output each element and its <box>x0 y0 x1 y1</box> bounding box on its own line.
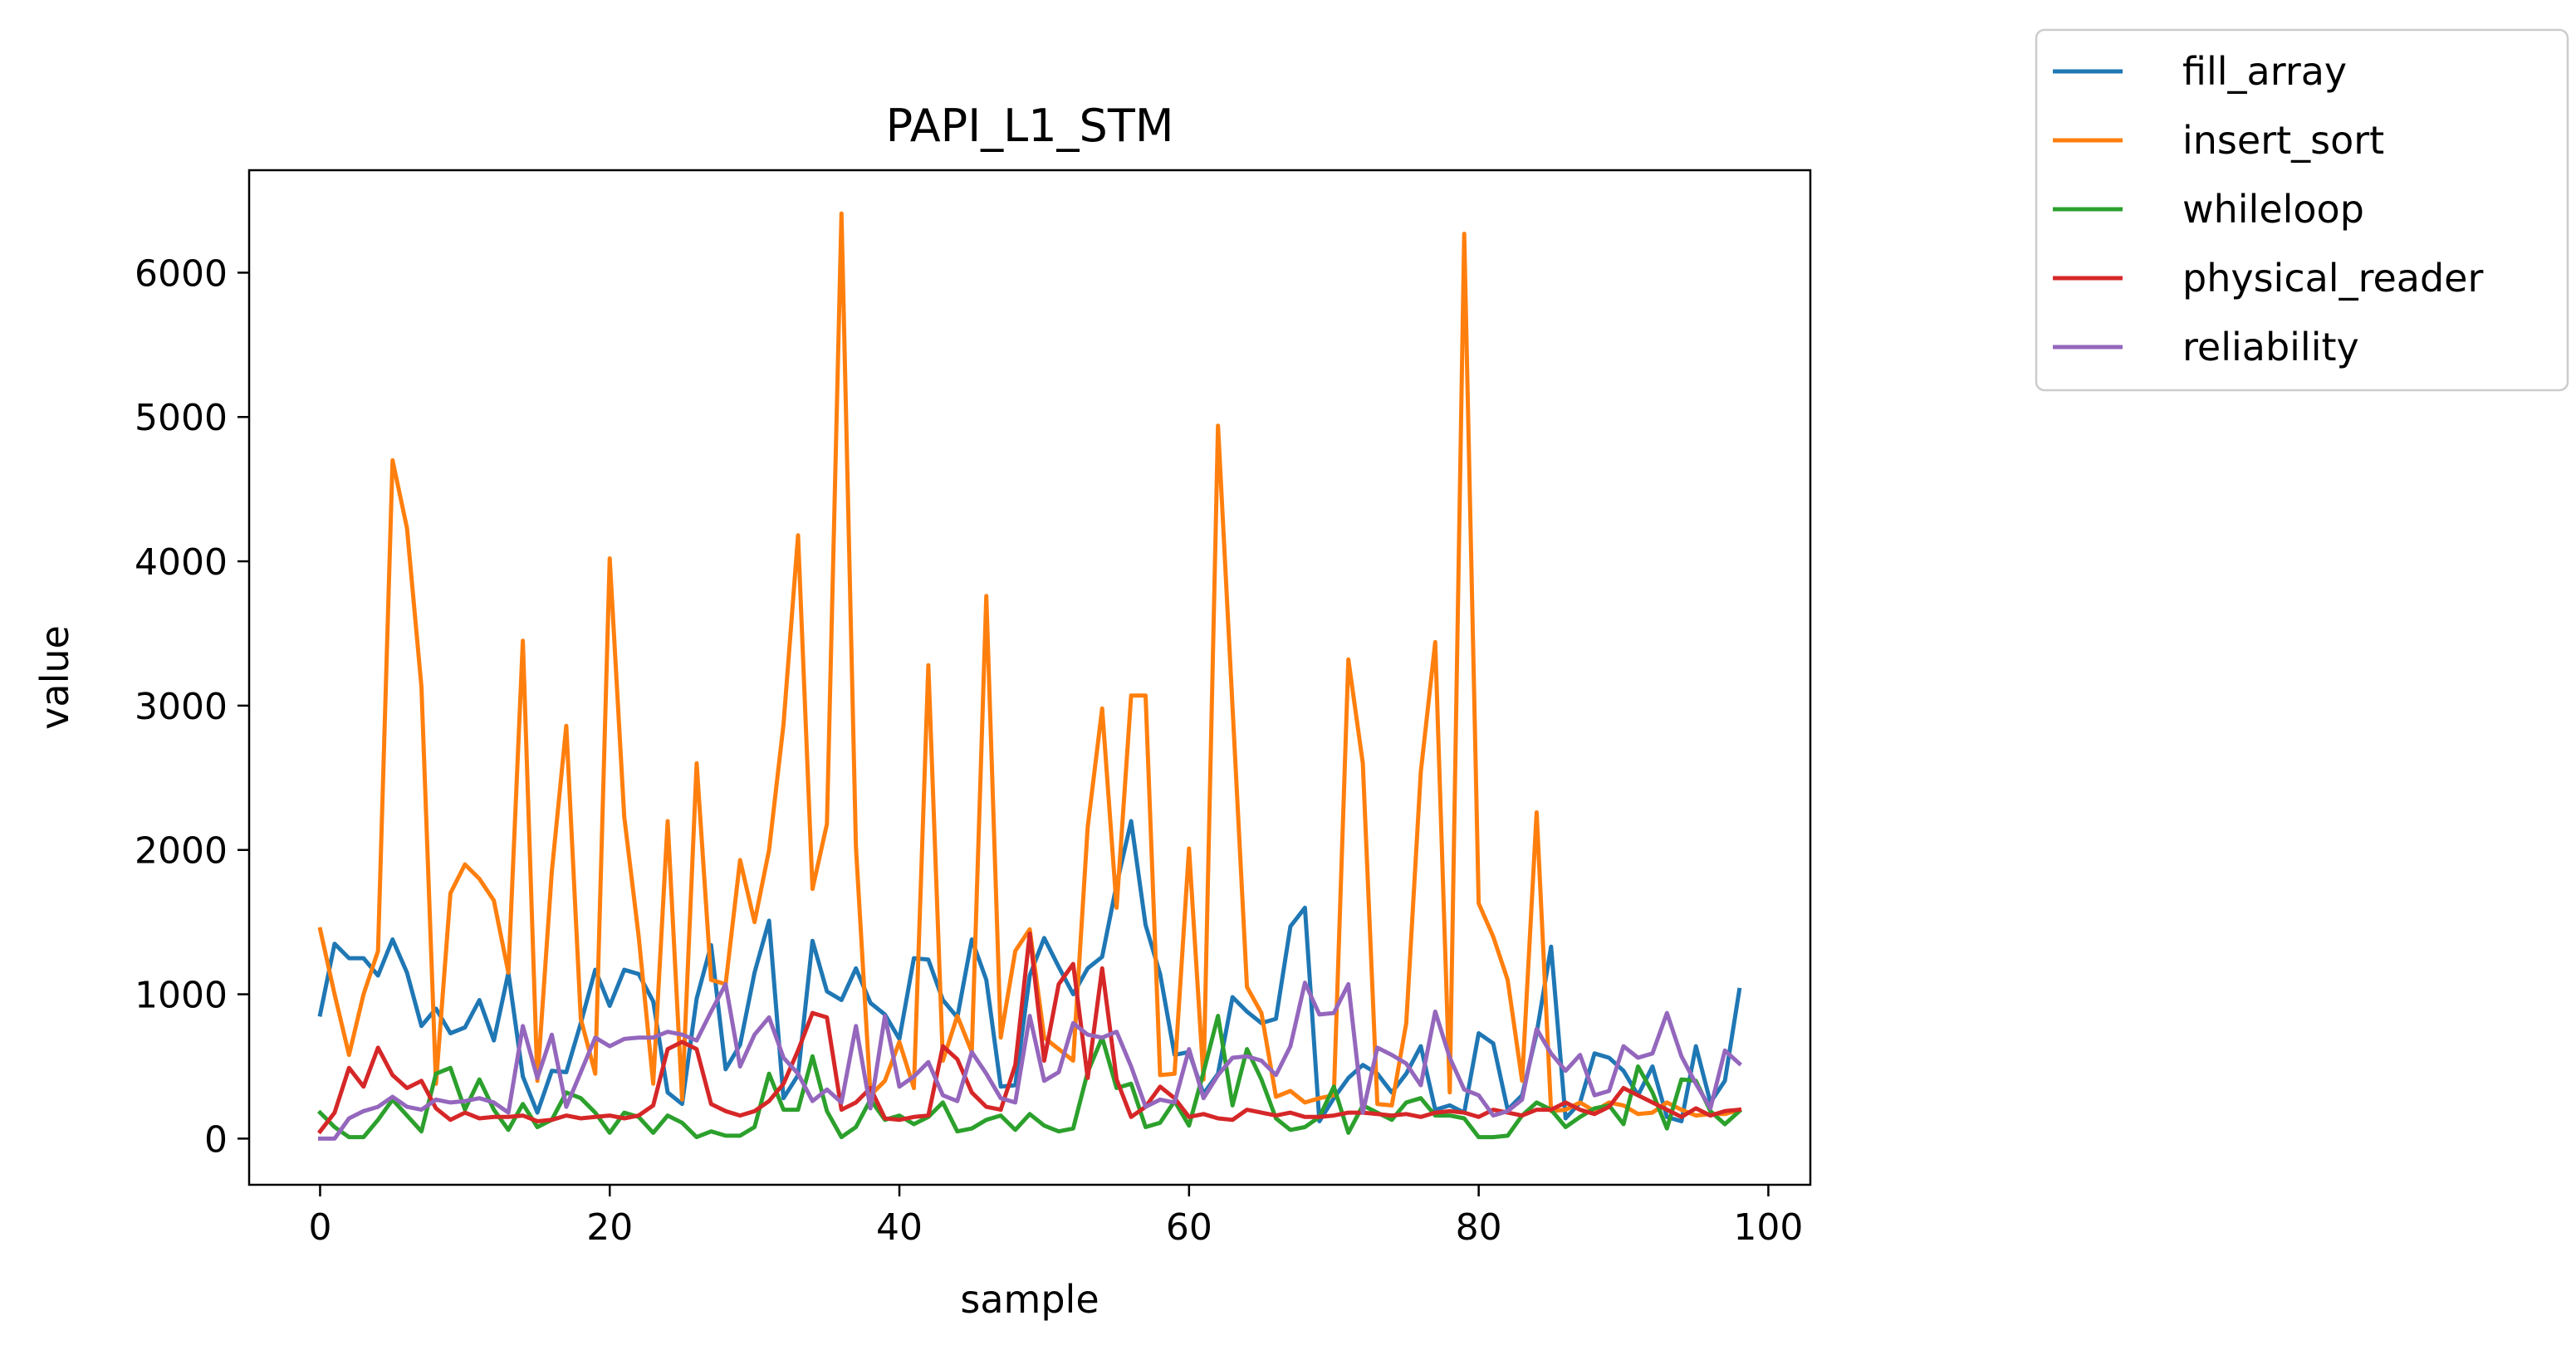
series-line-fill-array <box>317 819 1742 1123</box>
y-tick-label: 4000 <box>135 541 228 584</box>
series-line-reliability <box>318 981 1743 1141</box>
legend-label-fill-array: fill_array <box>2182 49 2347 94</box>
y-tick-label: 5000 <box>135 397 228 439</box>
y-tick-label: 3000 <box>135 686 228 728</box>
y-tick-label: 6000 <box>135 252 228 295</box>
plot-lines <box>316 211 1743 1141</box>
x-axis-ticks: 0 20 40 60 80 100 <box>308 1185 1803 1249</box>
y-tick-label: 1000 <box>135 975 228 1017</box>
legend-label-reliability: reliability <box>2182 325 2359 369</box>
chart-title: PAPI_L1_STM <box>886 100 1174 152</box>
series-line-insert-sort <box>317 211 1742 1118</box>
x-tick-label: 20 <box>586 1206 633 1249</box>
y-tick-label: 2000 <box>135 830 228 873</box>
x-tick-label: 100 <box>1733 1206 1803 1249</box>
x-axis-label: sample <box>960 1277 1099 1322</box>
legend-frame <box>2035 28 2569 392</box>
y-axis-label: value <box>32 625 77 730</box>
legend-items: fill_array insert_sort whileloop physical_r… <box>2053 49 2483 369</box>
series-line-whileloop <box>316 1014 1743 1140</box>
y-axis-ticks: 0 1000 2000 3000 4000 5000 6000 <box>135 252 249 1161</box>
x-tick-label: 40 <box>876 1206 923 1249</box>
legend-label-whileloop: whileloop <box>2182 187 2364 232</box>
x-tick-label: 80 <box>1456 1206 1502 1249</box>
y-tick-label: 0 <box>204 1118 228 1161</box>
x-tick-label: 60 <box>1166 1206 1212 1249</box>
legend-label-insert-sort: insert_sort <box>2182 118 2384 163</box>
legend-label-physical-reader: physical_reader <box>2182 256 2483 301</box>
x-tick-label: 0 <box>308 1206 331 1249</box>
plot-frame <box>247 169 1812 1186</box>
legend: fill_array insert_sort whileloop physical_r… <box>2035 28 2569 392</box>
